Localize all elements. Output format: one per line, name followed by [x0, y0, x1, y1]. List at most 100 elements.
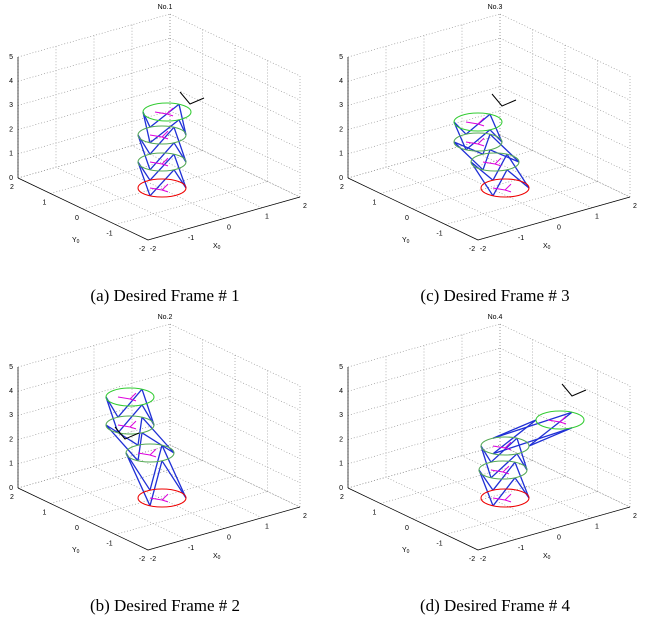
actuator: [117, 424, 131, 428]
x-tick-label: 2: [633, 203, 637, 210]
link: [161, 444, 187, 499]
actuator: [149, 187, 163, 191]
grid-line: [347, 13, 501, 58]
actuator: [477, 137, 485, 145]
actuator: [129, 398, 137, 402]
axis-line: [347, 177, 479, 241]
end-frame: [561, 383, 587, 397]
x-tick-label: -1: [518, 235, 524, 242]
link: [492, 477, 516, 507]
link: [173, 153, 187, 189]
y-tick-label: 1: [43, 509, 47, 516]
grid-line: [499, 323, 631, 387]
grid-line: [412, 165, 566, 210]
z-tick-label: 3: [339, 102, 343, 109]
link: [142, 111, 151, 143]
ring: [480, 488, 530, 508]
grid-line: [50, 460, 203, 504]
grid-line: [380, 150, 533, 194]
axis-line: [17, 487, 149, 551]
ring: [535, 410, 585, 430]
y-axis-label: Y0: [72, 237, 80, 245]
z-tick-label: 5: [9, 54, 13, 61]
y-axis-label: Y0: [72, 547, 80, 555]
ring: [137, 125, 187, 145]
panel-title: No.4: [488, 314, 503, 321]
z-tick-label: 1: [9, 461, 13, 468]
link: [105, 396, 119, 434]
y-tick-label: 2: [10, 494, 14, 501]
actuator: [492, 187, 506, 191]
y-tick-label: 1: [373, 199, 377, 206]
link: [492, 461, 516, 491]
caption: (d) Desired Frame # 4: [420, 596, 571, 615]
actuator: [166, 113, 174, 117]
ring: [125, 443, 175, 463]
link: [149, 126, 175, 155]
grid-line: [380, 460, 533, 504]
caption: (a) Desired Frame # 1: [90, 286, 239, 305]
y-tick-label: -2: [139, 246, 145, 253]
link: [149, 103, 180, 128]
grid-line: [17, 323, 171, 368]
grid-line: [17, 134, 171, 179]
link: [489, 133, 520, 163]
z-tick-label: 4: [9, 388, 13, 395]
actuator: [149, 448, 157, 456]
panel-title: No.2: [158, 314, 173, 321]
actuator: [502, 471, 510, 475]
x-axis-label: X0: [213, 243, 221, 251]
link: [506, 153, 530, 189]
link: [141, 432, 175, 454]
link: [470, 161, 494, 197]
x-tick-label: 0: [557, 224, 561, 231]
x-tick-label: 1: [265, 524, 269, 531]
ring: [453, 132, 503, 152]
axis-line: [477, 506, 631, 551]
ring: [137, 178, 187, 198]
actuator: [129, 392, 137, 400]
x-tick-label: -1: [188, 235, 194, 242]
actuator: [559, 415, 567, 423]
link: [453, 141, 484, 171]
link: [492, 427, 573, 455]
actuator: [492, 445, 506, 449]
y-axis-label-text: Y: [72, 547, 77, 554]
grid-line: [445, 181, 598, 225]
link: [125, 452, 151, 507]
actuator: [149, 454, 157, 458]
x-tick-label: -2: [480, 556, 486, 563]
link: [516, 438, 528, 471]
link: [149, 119, 180, 144]
actuator: [504, 183, 512, 191]
axis-line: [347, 487, 479, 551]
x-axis-label-text: X: [543, 243, 548, 250]
y-tick-label: -1: [436, 230, 442, 237]
grid-line: [17, 444, 171, 489]
z-tick-label: 1: [9, 151, 13, 158]
y-tick-label: -2: [469, 556, 475, 563]
link: [125, 452, 151, 491]
actuator: [166, 107, 174, 115]
y-axis-label-text: Y: [402, 547, 407, 554]
z-tick-label: 5: [339, 364, 343, 371]
actuator: [477, 117, 485, 125]
link: [492, 411, 573, 439]
z-tick-label: 5: [9, 364, 13, 371]
ring: [480, 436, 530, 456]
grid-line: [461, 145, 593, 209]
link: [178, 104, 187, 136]
z-tick-label: 1: [339, 461, 343, 468]
y-tick-label: -1: [106, 540, 112, 547]
link: [492, 419, 537, 439]
ring: [478, 460, 528, 480]
z-tick-label: 3: [9, 102, 13, 109]
y-axis-label: Y0: [402, 547, 410, 555]
link: [117, 404, 143, 434]
actuator: [161, 157, 169, 165]
z-tick-label: 1: [339, 151, 343, 158]
y-tick-label: 0: [75, 215, 79, 222]
actuator: [477, 143, 485, 147]
z-tick-label: 4: [339, 388, 343, 395]
